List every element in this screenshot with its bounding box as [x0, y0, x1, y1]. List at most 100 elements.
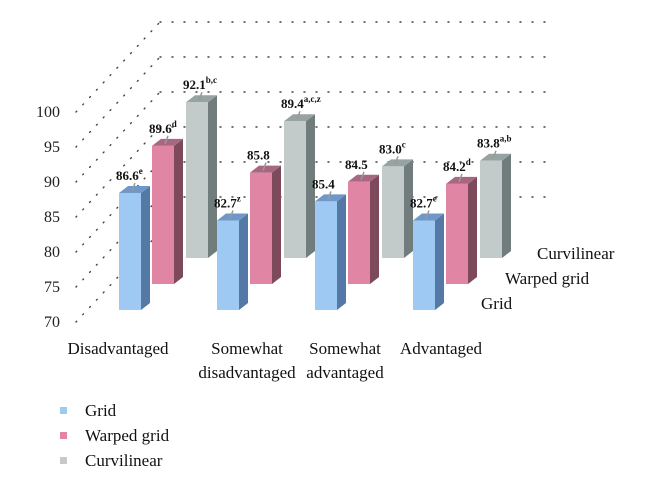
label-leader [198, 91, 203, 101]
bar-warped-grid [250, 162, 281, 284]
bar-top-face [446, 176, 477, 184]
y-tick-label: 100 [36, 104, 60, 121]
series-axis-label: Warped grid [505, 269, 590, 288]
bar-front-face [413, 220, 435, 310]
bar-grid [217, 210, 248, 310]
legend-swatch-grid [60, 407, 67, 414]
value-label: 83.0c [379, 139, 406, 156]
y-tick-label: 95 [44, 139, 60, 156]
bar-front-face [186, 102, 208, 258]
bar-top-face [152, 138, 183, 146]
bar-warped-grid [152, 135, 183, 284]
label-leader [296, 110, 301, 120]
bar-side-face [141, 185, 150, 310]
gridline-diagonal [75, 196, 161, 288]
bar-front-face [152, 145, 174, 284]
bar-top-face [348, 174, 379, 182]
bar-top-face [186, 95, 217, 103]
bar-top-face [413, 213, 444, 221]
bar-side-face [468, 176, 477, 284]
bar-side-face [306, 114, 315, 258]
series-axis-label: Curvilinear [537, 244, 615, 263]
bar-front-face [446, 183, 468, 284]
label-leader [425, 210, 430, 219]
label-leader [164, 135, 169, 145]
bar-side-face [208, 95, 217, 258]
value-label: 85.8 [247, 148, 270, 163]
y-tick-label: 80 [44, 244, 60, 261]
series-axis-label: Grid [481, 294, 513, 313]
bar-top-face [217, 213, 248, 221]
bar-top-face [382, 159, 413, 167]
value-label: 82.7z [214, 193, 241, 210]
category-label: Advantaged [400, 339, 483, 358]
value-label: 84.2d [443, 157, 471, 174]
category-label: Somewhat [309, 339, 381, 358]
bar-side-face [370, 174, 379, 284]
bar-side-face [239, 213, 248, 310]
category-label: Somewhat [211, 339, 283, 358]
bar-front-face [480, 160, 502, 258]
y-tick-label: 85 [44, 209, 60, 226]
bar-grid [119, 182, 150, 310]
gridline-diagonal [75, 21, 161, 113]
bar-curvilinear [284, 110, 315, 258]
bar-side-face [435, 213, 444, 310]
legend-swatch-warped-grid [60, 432, 67, 439]
value-labels: 92.1b,c 89.4a,c,z 83.0c 83.8a,b 89.6d 85.8 84.… [116, 75, 512, 210]
bar-curvilinear [382, 156, 413, 258]
legend-item-warped-grid: Warped grid [60, 423, 169, 448]
bar-front-face [348, 181, 370, 284]
gridline-diagonal [75, 231, 161, 323]
legend: Grid Warped grid Curvilinear [60, 398, 169, 473]
bar-front-face [119, 192, 141, 310]
bar-grid [413, 210, 444, 310]
category-label-line2: disadvantaged [198, 363, 296, 382]
bar-front-face [284, 121, 306, 258]
legend-item-curvilinear: Curvilinear [60, 448, 169, 473]
bar-front-face [315, 201, 337, 310]
bar-top-face [315, 194, 346, 202]
bar-curvilinear [480, 150, 511, 258]
bar-side-face [404, 159, 413, 258]
bar-side-face [337, 194, 346, 310]
depth-axis-series-labels: Grid Warped grid Curvilinear [481, 244, 615, 313]
bar-front-face [217, 220, 239, 310]
bar-side-face [272, 165, 281, 284]
bar-curvilinear [186, 91, 217, 258]
gridline-diagonal [75, 56, 161, 148]
bar-side-face [502, 153, 511, 258]
legend-item-grid: Grid [60, 398, 169, 423]
value-label: 84.5 [345, 157, 368, 172]
gridlines [75, 21, 546, 323]
value-label: 89.4a,c,z [281, 94, 321, 111]
legend-swatch-curvilinear [60, 457, 67, 464]
bar-top-face [119, 185, 150, 193]
gridline-diagonal [75, 161, 161, 253]
category-label-line2: advantaged [306, 363, 384, 382]
label-leader [229, 210, 234, 219]
label-leader [458, 173, 463, 183]
gridline-diagonal [75, 91, 161, 183]
value-label: 92.1b,c [183, 75, 217, 92]
bars [119, 91, 511, 310]
value-label: 83.8a,b [477, 134, 512, 151]
label-leader [360, 171, 365, 181]
bar-top-face [284, 114, 315, 122]
bar-warped-grid [446, 173, 477, 284]
y-axis-ticks: 70 75 80 85 90 95 100 [36, 104, 60, 331]
bar-top-face [480, 153, 511, 161]
bar-front-face [250, 172, 272, 284]
value-label: 82.7e [410, 193, 437, 210]
value-label: 89.6d [149, 119, 177, 136]
y-tick-label: 75 [44, 279, 60, 296]
label-leader [492, 150, 497, 159]
y-tick-label: 90 [44, 174, 60, 191]
bar-front-face [382, 166, 404, 258]
label-leader [394, 156, 399, 165]
bar-side-face [174, 138, 183, 284]
gridline-diagonal [75, 126, 161, 218]
label-leader [327, 191, 332, 200]
y-tick-label: 70 [44, 314, 60, 331]
